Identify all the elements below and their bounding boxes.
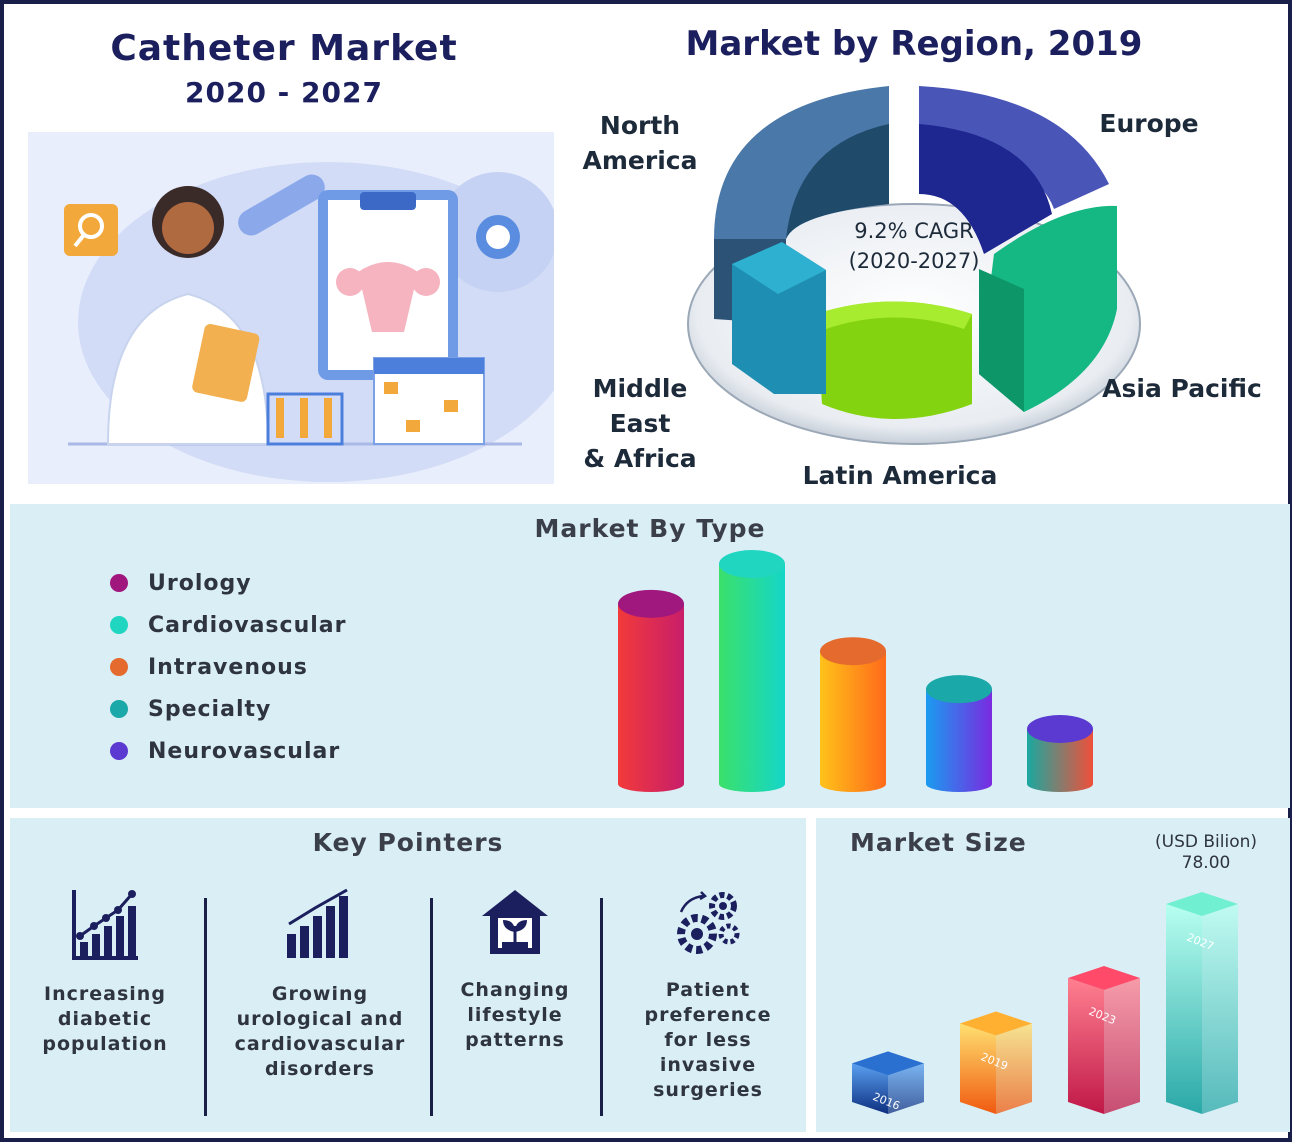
bar-neurovascular (1027, 715, 1093, 792)
region-label-north-america-line2: America (582, 146, 698, 175)
legend-label: Cardiovascular (148, 612, 347, 638)
key-pointer-2: Growing urological and cardiovascular di… (232, 888, 408, 1082)
legend-item-intravenous: Intravenous (110, 646, 346, 688)
legend-swatch (110, 574, 128, 592)
region-chart-title: Market by Region, 2019 (685, 24, 1143, 64)
legend-label: Specialty (148, 696, 272, 722)
key-pointers-panel: Key Pointers Increasing diabetic (10, 818, 806, 1132)
size-bar-2023: 2023 (1068, 966, 1140, 1114)
cagr-text-line2: (2020-2027) (849, 249, 980, 273)
region-donut-chart: 9.2% CAGR (2020-2027) (687, 86, 1141, 445)
legend-item-urology: Urology (110, 562, 346, 604)
legend-item-neurovascular: Neurovascular (110, 730, 346, 772)
market-size-value: 78.00 (1181, 853, 1231, 873)
kp2-line3: cardiovascular (234, 1033, 406, 1055)
legend-label: Urology (148, 570, 252, 596)
kp2-line1: Growing (271, 983, 369, 1005)
legend-swatch (110, 616, 128, 634)
kp2-line2: urological and (236, 1008, 404, 1030)
page-subtitle-years: 2020 - 2027 (185, 76, 383, 109)
divider (600, 898, 603, 1116)
type-cylinder-chart (618, 550, 1093, 792)
slice-europe (919, 86, 1109, 209)
market-size-panel: 2016 2019 2023 2027 Market Size (USD Bilion… (816, 818, 1290, 1132)
kp4-line4: invasive surgeries (653, 1054, 763, 1101)
kp1-line3: population (42, 1033, 168, 1055)
legend-item-cardiovascular: Cardiovascular (110, 604, 346, 646)
size-bar-2019: 2019 (960, 1011, 1032, 1114)
key-pointer-3-text: Changing lifestyle patterns (450, 978, 580, 1053)
legend-label: Neurovascular (148, 738, 341, 764)
type-legend: Urology Cardiovascular Intravenous Specialt… (110, 562, 346, 772)
bar-chart-icon (287, 888, 348, 958)
region-label-latin-america: Latin America (802, 461, 998, 490)
female-symbol-icon (64, 204, 118, 256)
legend-swatch (110, 658, 128, 676)
legend-label: Intravenous (148, 654, 308, 680)
key-pointer-4: Patient preference for less invasive sur… (616, 888, 800, 1103)
region-label-middle-east-africa: Middle East & Africa (560, 371, 720, 476)
kp3-line2: lifestyle (467, 1004, 563, 1026)
region-label-asia-pacific: Asia Pacific (1102, 374, 1262, 403)
region-label-europe: Europe (1099, 109, 1199, 138)
region-label-north-america-line1: North (599, 111, 681, 140)
market-size-3d-bar-chart: 2016 2019 2023 2027 (852, 892, 1238, 1114)
doctor-illustration-art (64, 162, 578, 482)
key-pointer-2-text: Growing urological and cardiovascular di… (232, 982, 408, 1082)
bar-intravenous (820, 637, 886, 792)
slice-latin-america (816, 301, 972, 419)
bar-cardiovascular (719, 550, 785, 792)
page-title: Catheter Market (110, 28, 458, 69)
region-label-north-america: North America (580, 108, 700, 178)
divider (204, 898, 207, 1116)
bar-specialty (926, 675, 992, 792)
size-bar-2027: 2027 (1166, 892, 1238, 1114)
kp2-line4: disorders (264, 1058, 375, 1080)
house-plant-icon (482, 890, 548, 954)
size-bar-2016: 2016 (852, 1051, 924, 1114)
key-pointer-1-text: Increasing diabetic population (40, 982, 170, 1057)
key-pointer-3: Changing lifestyle patterns (450, 888, 580, 1053)
doctor-illustration (28, 132, 578, 484)
market-size-title: Market Size (850, 828, 1027, 857)
market-size-unit: (USD Bilion) (1155, 832, 1257, 852)
kp3-line3: patterns (465, 1029, 565, 1051)
kp3-line1: Changing (460, 979, 570, 1001)
legend-swatch (110, 742, 128, 760)
bar-urology (618, 589, 684, 792)
legend-item-specialty: Specialty (110, 688, 346, 730)
kp1-line1: Increasing (44, 983, 166, 1005)
legend-swatch (110, 700, 128, 718)
region-label-mea-line1: Middle East (592, 374, 688, 438)
kp1-line2: diabetic (57, 1008, 153, 1030)
divider (430, 898, 433, 1116)
region-label-mea-line2: & Africa (583, 444, 697, 473)
gears-icon (677, 891, 740, 954)
key-pointer-1: Increasing diabetic population (40, 888, 170, 1057)
rising-bar-chart-icon (72, 890, 138, 960)
market-by-type-title: Market By Type (534, 514, 766, 543)
key-pointers-title: Key Pointers (312, 828, 504, 857)
key-pointer-4-text: Patient preference for less invasive sur… (616, 978, 800, 1103)
kp4-line1: Patient (665, 979, 751, 1001)
kp4-line3: for less (664, 1029, 752, 1051)
market-by-type-panel: Market By Type Urology Cardiovascular Intr… (10, 504, 1290, 808)
cagr-text-line1: 9.2% CAGR (854, 219, 974, 243)
kp4-line2: preference (644, 1004, 772, 1026)
